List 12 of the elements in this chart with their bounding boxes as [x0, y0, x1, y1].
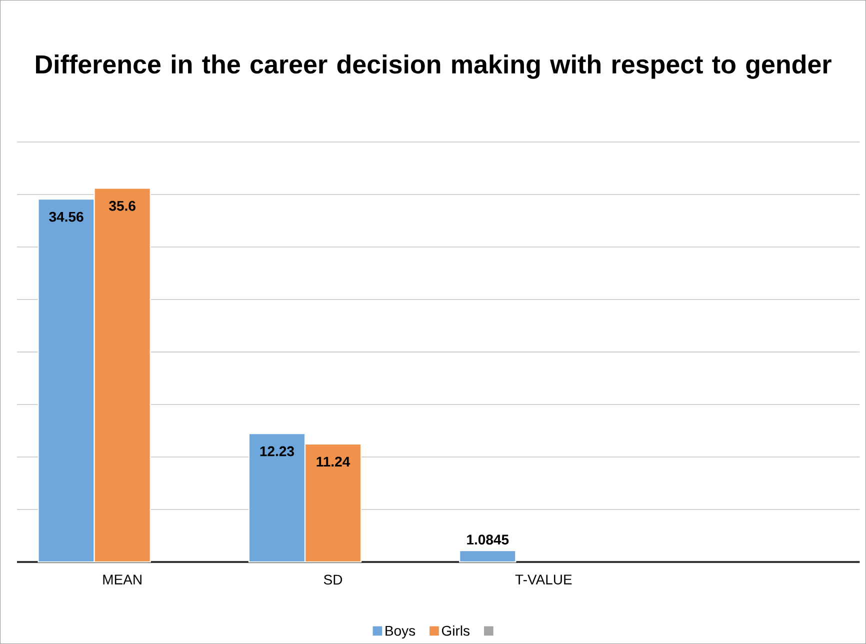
- x-tick-label: T-VALUE: [515, 574, 572, 584]
- bar: [459, 550, 516, 563]
- data-label: 12.23: [260, 446, 294, 456]
- legend-label: Girls: [442, 625, 470, 636]
- x-tick-label: SD: [324, 574, 342, 585]
- chart-title: Difference in the career decision making with respect to gender: [36, 54, 832, 79]
- data-label: 11.24: [316, 456, 350, 466]
- data-label: 1.0845: [467, 534, 509, 545]
- data-label: 34.56: [49, 212, 84, 222]
- x-tick-label: MEAN: [103, 574, 142, 584]
- legend-label: Boys: [386, 626, 416, 639]
- data-label: 35.6: [109, 200, 136, 211]
